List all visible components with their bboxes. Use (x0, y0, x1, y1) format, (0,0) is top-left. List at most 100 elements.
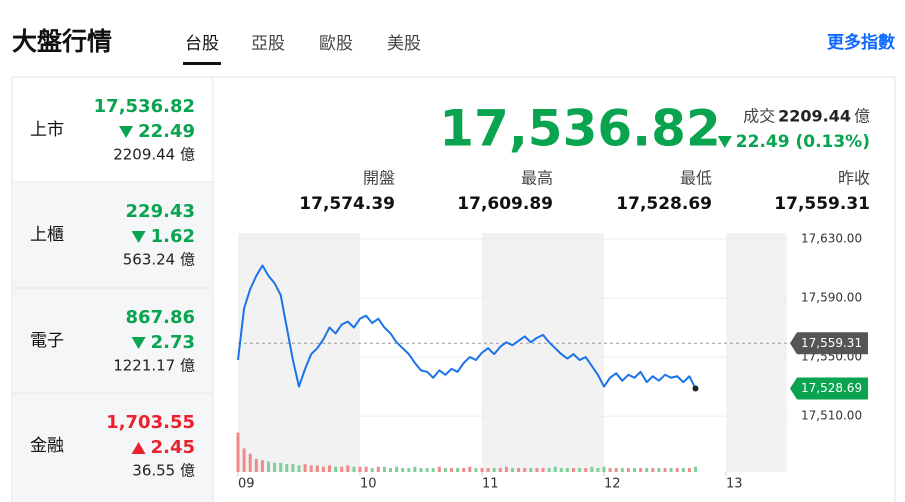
volume-bar (468, 466, 472, 472)
volume-bar (376, 466, 380, 472)
market-name: 上市 (30, 120, 64, 140)
volume-bar (303, 464, 307, 472)
volume-bar (364, 466, 368, 472)
volume-bar (254, 458, 258, 472)
session-band (726, 233, 787, 472)
volume-bar (382, 466, 386, 472)
change-arrow (119, 126, 134, 138)
volume-bar (242, 448, 246, 472)
volume-bar (358, 466, 362, 472)
volume-bar (565, 468, 569, 472)
volume-bar (675, 468, 679, 472)
market-price: 867.86 (126, 307, 195, 328)
volume-bar (315, 465, 319, 472)
volume-bar (687, 468, 691, 472)
volume-bar (407, 468, 411, 472)
volume-bar (547, 468, 551, 472)
market-change: 22.49 (138, 121, 195, 142)
volume-bar (572, 468, 575, 472)
volume-bar (236, 432, 240, 472)
volume-bar (584, 468, 588, 472)
stat-label: 開盤 (363, 169, 395, 188)
volume-bar (346, 465, 350, 472)
session-band (482, 233, 604, 472)
volume-bar (486, 468, 490, 472)
volume-bar (529, 468, 533, 472)
tab[interactable]: 亞股 (251, 34, 285, 54)
market-price: 1,703.55 (106, 412, 195, 433)
volume-bar (553, 466, 557, 472)
volume-bar (535, 468, 539, 472)
change-arrow (131, 337, 146, 349)
volume-bar (517, 468, 521, 472)
volume-bar (602, 466, 606, 472)
tab-underline (183, 62, 221, 65)
more-link[interactable]: 更多指數 (827, 32, 895, 53)
volume-bar (523, 468, 527, 472)
market-price: 17,536.82 (94, 96, 195, 117)
tab[interactable]: 台股 (185, 34, 219, 54)
big-price: 17,536.82 (439, 100, 721, 158)
stat-label: 昨收 (838, 169, 870, 188)
change-arrow (131, 231, 146, 243)
last-price-tag (790, 377, 868, 400)
y-tick-label: 17,510.00 (801, 409, 862, 423)
market-item[interactable] (11, 287, 214, 394)
x-tick-label: 10 (360, 477, 377, 492)
market-price: 229.43 (126, 201, 195, 222)
volume-bar (541, 468, 545, 472)
volume-label: 成交 (743, 107, 775, 126)
change-arrow (717, 136, 732, 148)
volume-bar (389, 468, 392, 472)
volume-bar (248, 453, 252, 472)
volume-bar (267, 461, 270, 472)
volume-unit: 億 (854, 107, 870, 126)
volume-bar (504, 466, 508, 472)
volume-bar (608, 468, 612, 472)
volume-bar (413, 466, 417, 472)
tab[interactable]: 歐股 (319, 34, 353, 54)
volume-bar (492, 468, 496, 472)
session-band (238, 233, 360, 472)
title: 大盤行情 (12, 27, 112, 56)
volume-bar (419, 468, 423, 472)
market-name: 金融 (30, 436, 64, 456)
volume-bar (462, 468, 466, 472)
volume-bar (498, 468, 502, 472)
volume-bar (443, 468, 447, 472)
volume-bar (639, 468, 643, 472)
volume-bar (309, 465, 313, 472)
volume-bar (559, 468, 563, 472)
x-tick-label: 11 (482, 477, 499, 492)
stat-value: 17,609.89 (457, 194, 553, 214)
volume-bar (651, 468, 655, 472)
stat-value: 17,528.69 (616, 194, 712, 214)
market-volume: 2209.44 億 (113, 146, 195, 164)
summary-change: 22.49 (0.13%) (736, 132, 870, 152)
volume-bar (450, 468, 453, 472)
volume-bar (663, 468, 667, 472)
volume-bar (334, 466, 338, 472)
volume-bar (480, 468, 484, 472)
volume-bar (297, 465, 301, 472)
stat-label: 最高 (521, 169, 553, 188)
volume-bar (328, 465, 331, 472)
market-item[interactable] (11, 392, 214, 502)
volume-bar (425, 468, 429, 472)
volume-bar (669, 468, 673, 472)
x-tick-label: 09 (238, 477, 255, 492)
volume-bar (578, 468, 582, 472)
last-point (692, 385, 699, 392)
stat-label: 最低 (680, 169, 712, 188)
change-arrow (131, 442, 146, 454)
volume-bar (620, 468, 624, 472)
volume-bar (456, 468, 460, 472)
tab[interactable]: 美股 (387, 34, 421, 54)
volume-bar (694, 466, 697, 472)
volume-bar (590, 466, 594, 472)
volume-bar (273, 462, 277, 472)
market-item[interactable] (11, 181, 214, 289)
volume-bar (291, 464, 295, 472)
